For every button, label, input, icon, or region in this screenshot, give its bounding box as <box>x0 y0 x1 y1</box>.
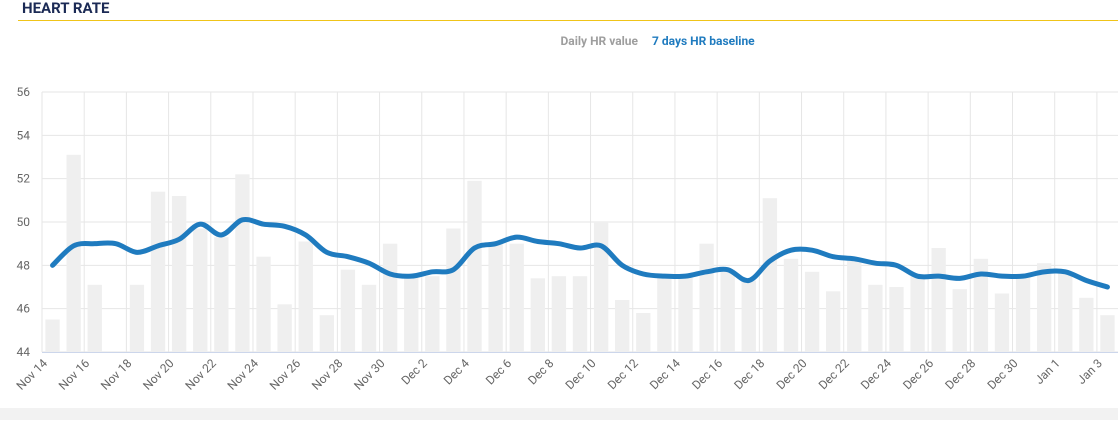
footer-strip <box>0 408 1118 420</box>
bar <box>868 284 883 352</box>
x-tick-label: Nov 30 <box>351 356 388 393</box>
bar <box>889 287 904 352</box>
y-tick-label: 56 <box>17 85 31 99</box>
bar <box>551 276 567 352</box>
bar <box>1100 315 1115 352</box>
x-tick-label: Dec 12 <box>605 356 641 392</box>
bar <box>45 319 60 352</box>
x-tick-label: Nov 20 <box>140 356 177 393</box>
bar <box>425 276 440 352</box>
bar <box>235 174 250 352</box>
bar <box>783 258 799 352</box>
x-tick-label: Dec 6 <box>483 356 514 387</box>
x-tick-label: Dec 8 <box>525 356 556 387</box>
bar <box>994 293 1010 352</box>
bar <box>593 222 609 352</box>
y-tick-label: 46 <box>17 302 31 316</box>
x-tick-label: Nov 16 <box>56 356 93 393</box>
bar <box>678 276 693 352</box>
x-tick-label: Nov 28 <box>309 356 346 393</box>
bar <box>256 256 271 352</box>
bar <box>171 196 187 352</box>
bar <box>699 243 714 352</box>
x-tick-label: Nov 18 <box>98 356 135 393</box>
x-tick-label: Nov 26 <box>267 356 304 393</box>
bar <box>298 241 313 352</box>
bar <box>615 300 630 352</box>
bar <box>319 315 334 352</box>
bar <box>214 237 229 352</box>
bar <box>87 284 102 352</box>
legend-item[interactable]: 7 days HR baseline <box>652 34 755 48</box>
bar <box>530 278 545 352</box>
chart-title: HEART RATE <box>22 0 110 17</box>
bar <box>467 180 482 352</box>
bar <box>804 271 820 352</box>
bar <box>952 289 967 352</box>
x-tick-label: Nov 14 <box>14 356 51 393</box>
x-tick-label: Dec 2 <box>399 356 430 387</box>
baseline-line <box>50 216 1110 290</box>
y-tick-label: 52 <box>17 172 31 186</box>
bar <box>488 243 503 352</box>
bar <box>340 269 356 352</box>
y-tick-label: 44 <box>17 345 31 359</box>
x-tick-label: Dec 22 <box>816 356 852 392</box>
bar <box>1036 263 1052 352</box>
x-tick-label: Dec 24 <box>858 356 894 392</box>
x-tick-label: Nov 22 <box>182 356 219 393</box>
bar <box>129 284 145 352</box>
bar <box>382 243 398 352</box>
bar <box>826 291 841 352</box>
x-tick-label: Dec 20 <box>774 356 810 392</box>
bar <box>720 269 735 352</box>
bar <box>66 154 81 352</box>
bar <box>762 198 778 352</box>
x-tick-label: Dec 18 <box>731 356 767 392</box>
y-tick-label: 48 <box>17 258 31 272</box>
bar <box>361 284 377 352</box>
legend-item[interactable]: Daily HR value <box>560 34 638 48</box>
bar <box>150 191 166 352</box>
bar <box>636 313 651 352</box>
bar <box>446 228 461 352</box>
x-tick-label: Dec 26 <box>900 356 936 392</box>
x-tick-label: Dec 16 <box>689 356 725 392</box>
bar <box>1058 271 1073 352</box>
x-tick-label: Nov 24 <box>225 356 262 393</box>
bar <box>1015 276 1031 352</box>
bar <box>931 248 946 352</box>
y-tick-label: 54 <box>17 128 31 142</box>
bar <box>193 228 208 352</box>
x-tick-label: Dec 4 <box>441 356 472 387</box>
bar <box>509 243 524 352</box>
x-tick-label: Dec 10 <box>563 356 599 392</box>
bar <box>572 276 588 352</box>
bar <box>847 261 862 352</box>
x-tick-label: Jan 3 <box>1074 356 1105 387</box>
bar <box>277 304 292 352</box>
x-tick-label: Dec 28 <box>942 356 978 392</box>
bar <box>404 274 419 352</box>
y-tick-label: 50 <box>17 215 31 229</box>
bar <box>910 276 925 352</box>
x-tick-label: Jan 1 <box>1032 356 1063 387</box>
bar <box>741 280 756 352</box>
bar <box>1079 297 1094 352</box>
bar <box>973 258 989 352</box>
x-tick-label: Dec 30 <box>985 356 1021 392</box>
x-tick-label: Dec 14 <box>647 356 683 392</box>
bar <box>657 276 672 352</box>
